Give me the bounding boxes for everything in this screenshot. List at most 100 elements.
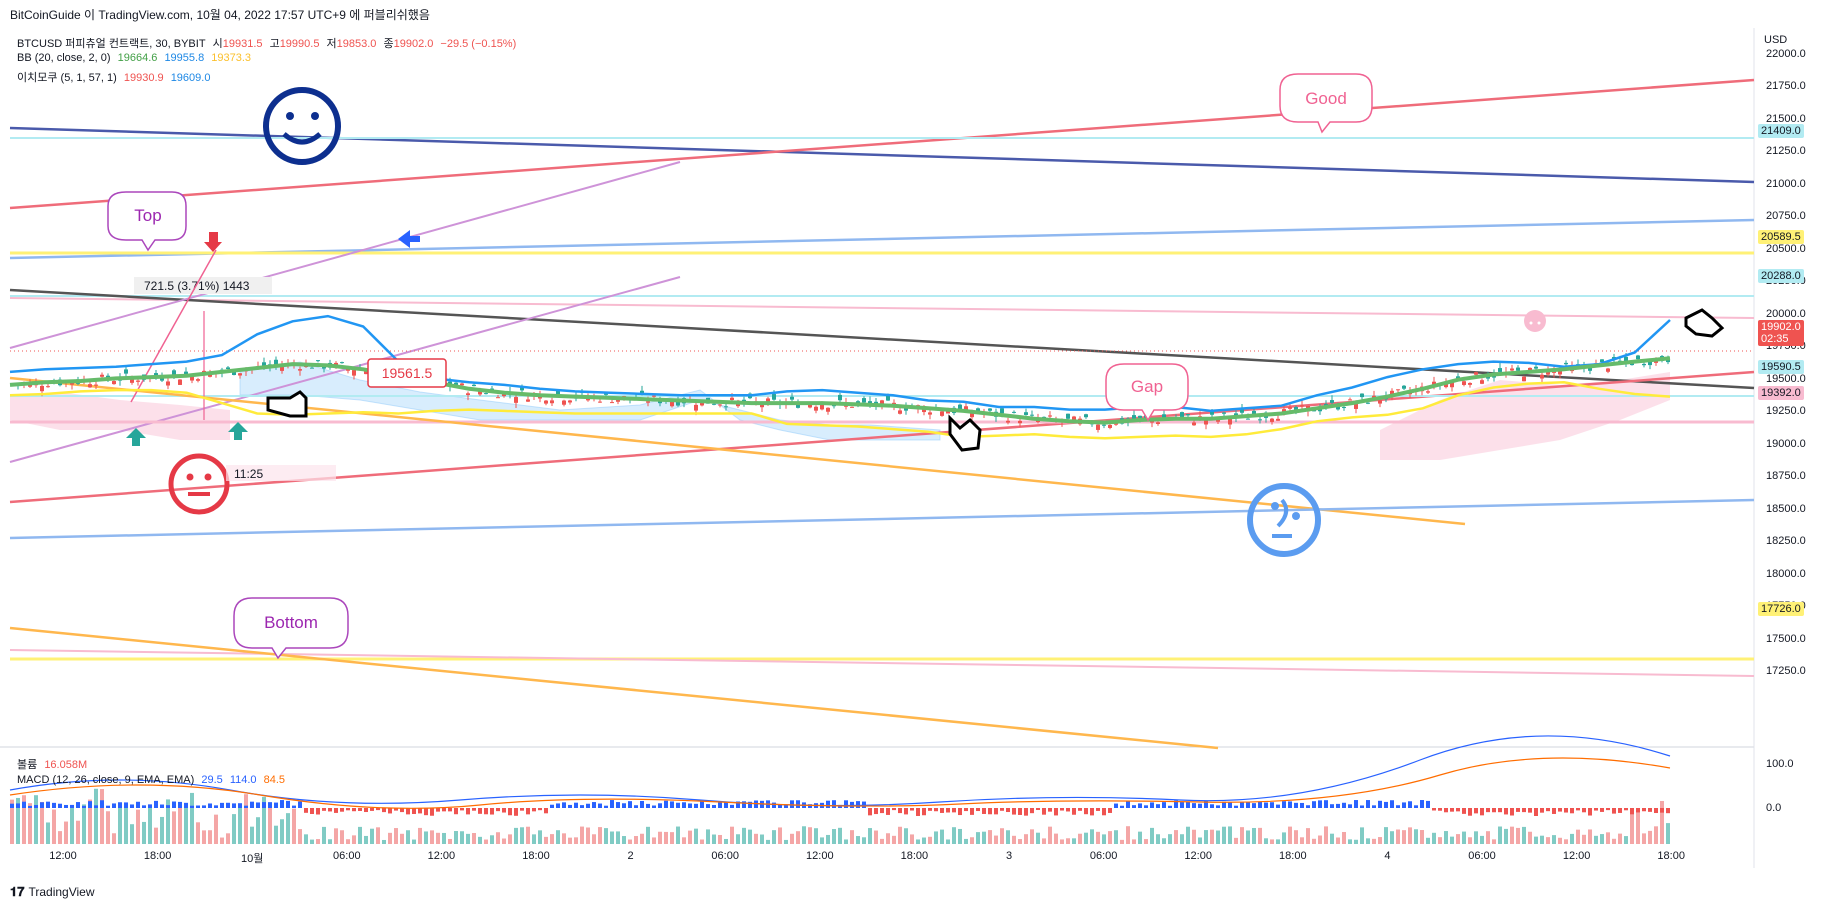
volume-bar xyxy=(562,833,566,844)
candle-body xyxy=(1162,414,1166,419)
volume-bar xyxy=(658,831,662,844)
y-tick-label: 19000.0 xyxy=(1766,437,1806,450)
volume-bar xyxy=(1084,832,1088,844)
callout-gap[interactable]: Gap xyxy=(1105,363,1189,422)
volume-bar xyxy=(544,836,548,844)
macd-bar xyxy=(46,801,50,808)
macd-bar xyxy=(1030,808,1034,814)
candle-body xyxy=(1366,402,1370,404)
volume-bar xyxy=(1582,834,1586,844)
candle-body xyxy=(1012,411,1016,413)
macd-bar xyxy=(286,800,290,808)
candle-body xyxy=(1156,422,1160,424)
macd-bar xyxy=(526,808,530,815)
price-badge: 20589.5 xyxy=(1758,230,1804,245)
volume-bar xyxy=(1624,836,1628,844)
candle-body xyxy=(340,362,344,364)
volume-bar xyxy=(1288,826,1292,844)
close-label: 종 xyxy=(383,38,394,50)
footer-brand[interactable]: 𝟏𝟕 TradingView xyxy=(10,884,95,900)
macd-bar xyxy=(1432,808,1436,811)
macd-bar xyxy=(946,808,950,813)
volume-bar xyxy=(712,834,716,844)
high-value: 19990.5 xyxy=(279,38,320,50)
candle-body xyxy=(46,386,50,388)
macd-bar xyxy=(610,800,614,808)
macd-bar xyxy=(1384,801,1388,808)
volume-bar xyxy=(568,837,572,844)
macd-bar xyxy=(1270,802,1274,808)
macd-bar xyxy=(436,808,440,812)
macd-bar xyxy=(886,808,890,815)
macd-bar xyxy=(1402,802,1406,808)
macd-bar xyxy=(826,800,830,808)
volume-bar xyxy=(874,830,878,844)
macd-bar xyxy=(952,808,956,813)
candle-body xyxy=(1084,414,1088,418)
macd-bar xyxy=(1540,808,1544,813)
volume-bar xyxy=(220,837,224,844)
macd-bar xyxy=(1522,808,1526,813)
macd-bar xyxy=(508,808,512,816)
volume-bar xyxy=(1564,839,1568,844)
macd-bar xyxy=(28,805,32,808)
macd-value: 29.5 xyxy=(201,774,223,786)
volume-bar xyxy=(1378,837,1382,844)
candle-body xyxy=(1222,412,1226,414)
macd-bar xyxy=(1216,805,1220,808)
volume-bar xyxy=(556,830,560,844)
volume-bar xyxy=(1498,826,1502,844)
macd-bar xyxy=(382,808,386,813)
candle-body xyxy=(1540,374,1544,379)
price-note[interactable]: 19561.5 xyxy=(367,358,447,388)
volume-bar xyxy=(652,837,656,844)
volume-bar xyxy=(88,799,92,844)
candle-body xyxy=(598,401,602,403)
macd-bar xyxy=(1498,808,1502,813)
macd-bar xyxy=(142,805,146,808)
macd-bar xyxy=(1312,801,1316,808)
callout-top[interactable]: Top xyxy=(107,191,187,252)
volume-bar xyxy=(748,829,752,844)
volume-bar xyxy=(1132,839,1136,844)
candle-body xyxy=(832,405,836,407)
macd-bar xyxy=(202,805,206,808)
bb-upper-value: 19955.8 xyxy=(164,52,205,64)
macd-bar xyxy=(970,808,974,815)
macd-bar xyxy=(958,808,962,816)
volume-bar xyxy=(664,831,668,844)
macd-bar xyxy=(256,802,260,808)
candle-body xyxy=(1030,414,1034,416)
macd-bar xyxy=(1084,808,1088,815)
volume-bar xyxy=(580,826,584,844)
macd-bar xyxy=(244,805,248,808)
x-tick-label: 18:00 xyxy=(522,850,550,862)
macd-bar xyxy=(430,808,434,816)
callout-bottom[interactable]: Bottom xyxy=(233,597,349,660)
candle-body xyxy=(280,365,284,371)
volume-bar xyxy=(598,827,602,844)
macd-bar xyxy=(1240,802,1244,808)
candle-body xyxy=(898,410,902,414)
macd-bar xyxy=(316,808,320,815)
callout-good[interactable]: Good xyxy=(1279,73,1373,134)
volume-bar xyxy=(1348,839,1352,844)
macd-bar xyxy=(988,808,992,815)
volume-bar xyxy=(1000,828,1004,844)
macd-bar xyxy=(790,800,794,808)
candle-body xyxy=(1456,376,1460,379)
macd-bar xyxy=(160,804,164,808)
macd-bar xyxy=(130,804,134,808)
volume-bar xyxy=(682,837,686,844)
macd-bar xyxy=(670,801,674,808)
volume-bar xyxy=(586,827,590,844)
volume-bar xyxy=(436,832,440,844)
volume-bar xyxy=(1522,826,1526,844)
macd-bar xyxy=(880,808,884,814)
macd-bar xyxy=(964,808,968,812)
candle-body xyxy=(694,404,698,411)
macd-bar xyxy=(1318,800,1322,808)
macd-bar xyxy=(112,803,116,808)
volume-bar xyxy=(910,834,914,844)
